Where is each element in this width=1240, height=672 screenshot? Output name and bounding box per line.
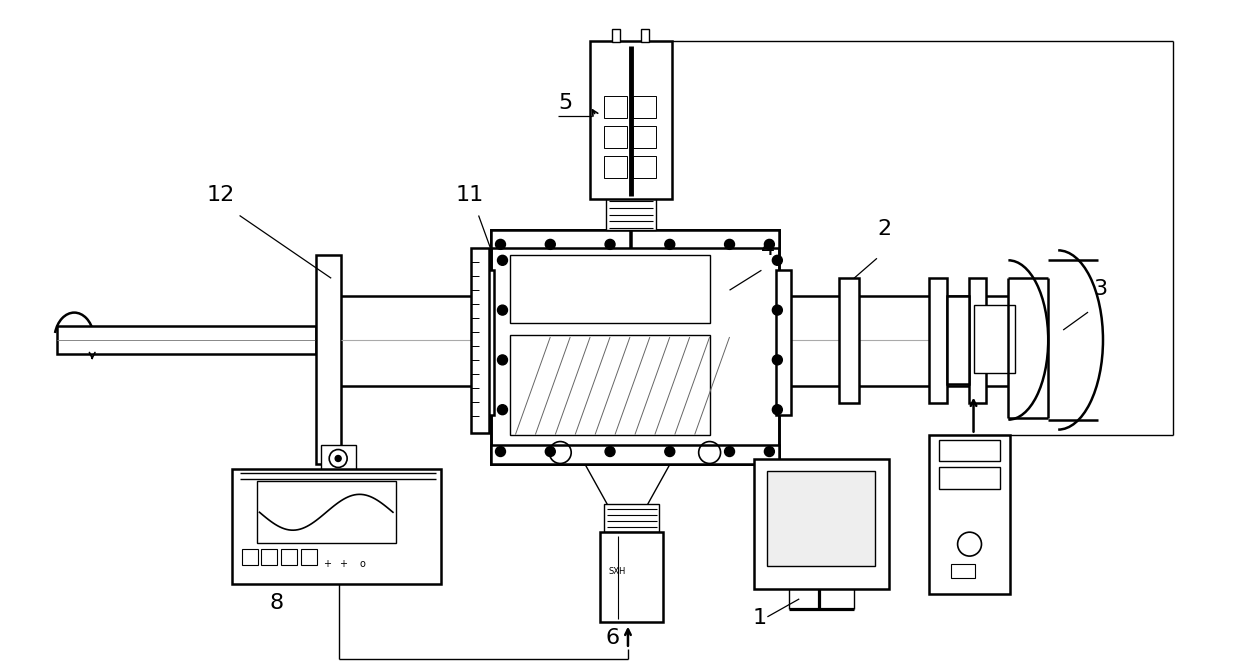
Circle shape (496, 239, 506, 249)
Bar (604, 96, 627, 118)
Bar (951, 564, 975, 578)
Bar (632, 156, 656, 177)
Text: 6: 6 (605, 628, 619, 648)
Text: 5: 5 (558, 93, 573, 113)
Bar (939, 439, 1001, 462)
Circle shape (497, 305, 507, 315)
Bar (641, 30, 649, 42)
Bar (511, 335, 709, 435)
Bar (604, 156, 627, 177)
Text: 12: 12 (207, 185, 234, 204)
Bar (281, 549, 298, 565)
Bar (57, 326, 316, 354)
Bar (232, 470, 440, 584)
Bar (479, 270, 494, 415)
Bar (242, 549, 258, 565)
Circle shape (773, 305, 782, 315)
Circle shape (496, 446, 506, 456)
Circle shape (605, 446, 615, 456)
Bar (491, 230, 779, 464)
Circle shape (546, 446, 556, 456)
Bar (590, 41, 672, 198)
Bar (929, 278, 946, 403)
Bar (301, 549, 317, 565)
Bar (491, 230, 779, 249)
Bar (929, 435, 1011, 594)
Bar (632, 96, 656, 118)
Text: o: o (360, 559, 365, 569)
Bar (604, 504, 658, 532)
Bar (471, 249, 489, 433)
Circle shape (335, 456, 341, 462)
Bar (606, 196, 656, 230)
Text: 3: 3 (1092, 279, 1107, 299)
Text: 8: 8 (269, 593, 284, 613)
Text: 4: 4 (761, 239, 775, 259)
Circle shape (497, 255, 507, 265)
Circle shape (497, 405, 507, 415)
Circle shape (773, 405, 782, 415)
Circle shape (497, 355, 507, 365)
Bar (768, 472, 875, 566)
Circle shape (665, 239, 675, 249)
Bar (321, 445, 356, 472)
Bar (491, 445, 779, 464)
Text: 11: 11 (455, 185, 484, 204)
Bar (776, 270, 791, 415)
Circle shape (764, 239, 774, 249)
Text: 1: 1 (753, 607, 766, 628)
Bar (316, 255, 341, 464)
Bar (257, 481, 396, 543)
Circle shape (546, 239, 556, 249)
Bar (968, 278, 987, 403)
Circle shape (764, 446, 774, 456)
Bar (600, 532, 663, 622)
Bar (604, 126, 627, 148)
Circle shape (724, 446, 734, 456)
Bar (613, 30, 620, 42)
Bar (511, 255, 709, 323)
Text: 2: 2 (877, 220, 892, 239)
Circle shape (724, 239, 734, 249)
Bar (632, 126, 656, 148)
Bar (839, 278, 859, 403)
Text: +: + (340, 559, 347, 569)
Bar (973, 305, 1016, 373)
Circle shape (605, 239, 615, 249)
Circle shape (665, 446, 675, 456)
Circle shape (773, 255, 782, 265)
Bar (754, 460, 889, 589)
Text: +: + (324, 559, 331, 569)
Text: SXH: SXH (608, 567, 625, 576)
Circle shape (773, 355, 782, 365)
Bar (769, 278, 790, 403)
Bar (946, 296, 968, 384)
Bar (939, 468, 1001, 489)
Bar (262, 549, 278, 565)
